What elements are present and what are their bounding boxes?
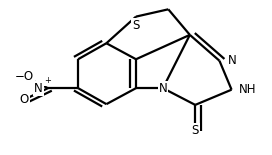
- Text: O: O: [20, 93, 29, 106]
- Text: −O: −O: [15, 70, 34, 83]
- Text: N: N: [228, 54, 236, 67]
- Text: S: S: [132, 19, 140, 32]
- Text: S: S: [191, 124, 199, 137]
- Text: NH: NH: [239, 83, 256, 96]
- Text: N: N: [159, 82, 167, 95]
- Text: +: +: [45, 76, 51, 85]
- Text: N: N: [34, 82, 43, 95]
